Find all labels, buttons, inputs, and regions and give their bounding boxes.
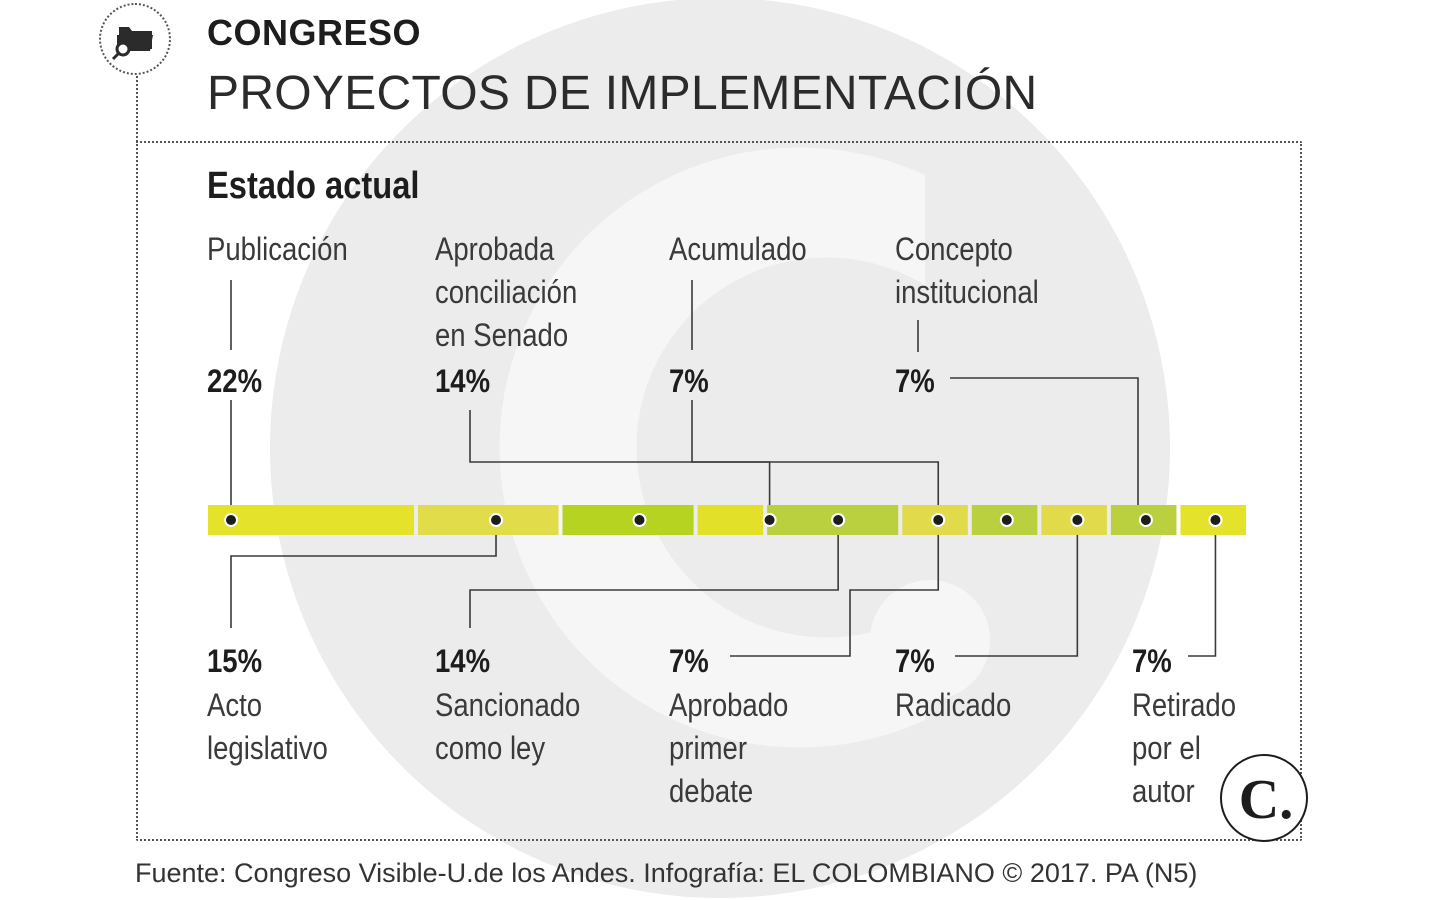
connector-line (950, 377, 1139, 520)
callout-bottom-label: Sancionado como ley (435, 687, 581, 766)
bar-segment (562, 505, 694, 535)
source-note: Fuente: Congreso Visible-U.de los Andes.… (135, 858, 1198, 888)
svg-text:C.: C. (1239, 769, 1293, 831)
bar-marker-primer-debate (999, 513, 1014, 527)
page-title: PROYECTOS DE IMPLEMENTACIÓN (207, 67, 1038, 120)
bar-segment (418, 505, 559, 535)
connector-line (691, 400, 940, 520)
callout-top-pct: 22% (207, 363, 263, 399)
connector-line (469, 410, 771, 520)
callout-top-pct: 7% (895, 363, 935, 399)
bar-segment (697, 505, 764, 535)
callout-bottom-label: Acto legislativo (207, 687, 328, 766)
connector-line (230, 520, 497, 628)
connector-lines (230, 280, 1217, 657)
callout-bottom-label: Retirado por el autor (1132, 687, 1237, 809)
bar-marker-acto (489, 513, 504, 527)
callout-bottom-pct: 7% (895, 643, 935, 679)
bar-segment (208, 505, 415, 535)
bar-marker-conciliacion (632, 513, 647, 527)
folder-search-icon (99, 3, 171, 75)
bar-marker-radicado (1070, 513, 1085, 527)
callout-bottom-pct: 15% (207, 643, 263, 679)
callout-bottom-label: Aprobado primer debate (669, 687, 789, 809)
connector-line (730, 520, 940, 657)
callout-bottom-pct: 7% (1132, 643, 1172, 679)
callout-bottom-pct: 14% (435, 643, 491, 679)
callout-top-pct: 14% (435, 363, 491, 399)
bar-segments (208, 505, 1246, 535)
callout-bottom-label: Radicado (895, 687, 1012, 723)
callout-top-label: Publicación (207, 231, 348, 267)
connector-line (469, 520, 839, 628)
callout-top-label: Concepto institucional (895, 231, 1039, 310)
callout-top-pct: 7% (669, 363, 709, 399)
bar-marker-sancionado (831, 513, 846, 527)
bar-marker-acumulado (762, 513, 777, 527)
callout-bottom-pct: 7% (669, 643, 709, 679)
bar-marker-radicado-a (931, 513, 946, 527)
section-label: CONGRESO (207, 12, 422, 53)
badge-connector (136, 76, 138, 142)
connector-line (1188, 520, 1217, 657)
bar-marker-retirado (1208, 513, 1223, 527)
callout-top-label: Acumulado (669, 231, 807, 267)
content-frame (136, 141, 1302, 841)
bar-marker-publicacion (224, 513, 238, 527)
bar-markers (224, 513, 1223, 527)
chart-title: Estado actual (207, 165, 420, 207)
el-colombiano-logo: C. (1220, 754, 1308, 842)
callout-top-label: Aprobada conciliación en Senado (435, 231, 578, 353)
bar-marker-concepto (1138, 513, 1153, 527)
connector-line (955, 520, 1079, 657)
